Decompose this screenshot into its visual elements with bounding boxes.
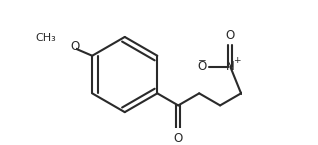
Text: O: O bbox=[70, 40, 80, 53]
Text: −: − bbox=[198, 56, 207, 66]
Text: +: + bbox=[233, 56, 240, 65]
Text: O: O bbox=[226, 29, 235, 42]
Text: CH₃: CH₃ bbox=[36, 33, 57, 43]
Text: O: O bbox=[174, 132, 183, 145]
Text: O: O bbox=[197, 60, 207, 73]
Text: N: N bbox=[226, 60, 235, 73]
